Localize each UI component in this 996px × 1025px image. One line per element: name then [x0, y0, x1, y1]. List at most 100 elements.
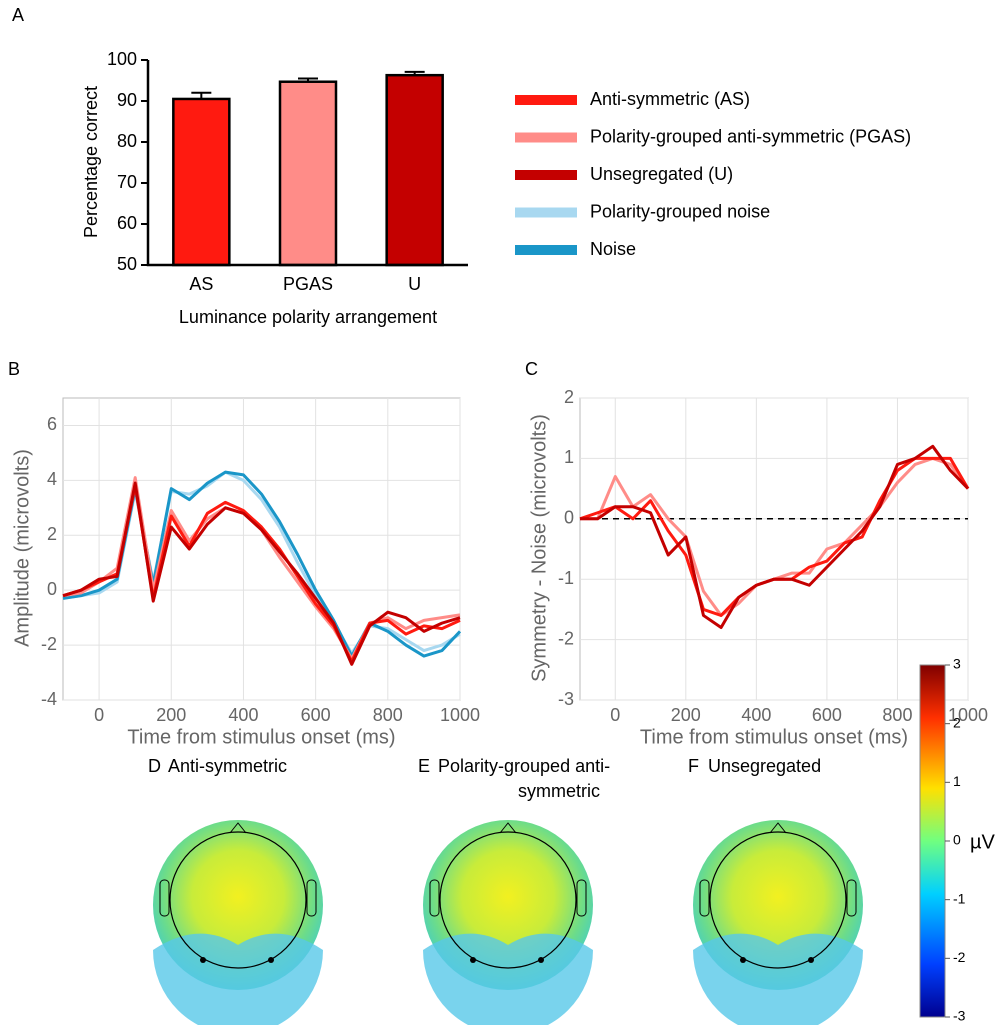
- legend-swatch: [515, 132, 577, 143]
- panel-letter: B: [8, 359, 20, 379]
- y-tick-label: 1: [564, 447, 574, 467]
- ear: [699, 879, 710, 917]
- y-tick-label: -3: [558, 689, 574, 709]
- x-axis-label: Time from stimulus onset (ms): [640, 726, 908, 748]
- x-tick-label: 800: [373, 705, 403, 725]
- y-tick-label: -2: [41, 634, 57, 654]
- ear: [846, 879, 857, 917]
- x-tick-label: 0: [94, 705, 104, 725]
- electrode: [200, 957, 206, 963]
- y-tick-label: 60: [117, 213, 137, 233]
- head: [169, 831, 307, 969]
- series-line: [62, 481, 461, 666]
- bar: [385, 73, 444, 267]
- plot-area: [62, 397, 461, 701]
- x-tick-label: 200: [671, 705, 701, 725]
- legend-swatch: [515, 207, 577, 218]
- y-tick-label: 0: [564, 508, 574, 528]
- legend-label: Polarity-grouped anti-symmetric (PGAS): [590, 126, 911, 146]
- map-title: Polarity-grouped anti-: [438, 756, 610, 776]
- bar: [278, 80, 338, 267]
- x-tick-label: 400: [228, 705, 258, 725]
- panel-letter: C: [525, 359, 538, 379]
- electrode: [740, 957, 746, 963]
- head: [439, 831, 577, 969]
- electrode: [538, 957, 544, 963]
- map-letter: D: [148, 756, 161, 776]
- x-tick-label: 200: [156, 705, 186, 725]
- colorbar-tick-label: 1: [953, 773, 961, 789]
- electrode: [470, 957, 476, 963]
- x-tick-label: AS: [189, 274, 213, 294]
- legend-swatch: [515, 170, 577, 180]
- error-bar: [404, 70, 425, 76]
- y-tick-label: 4: [47, 469, 57, 489]
- map-title: symmetric: [518, 781, 600, 801]
- y-tick-label: 90: [117, 90, 137, 110]
- colorbar-tick-label: 2: [953, 714, 961, 730]
- topomap-lower: [423, 933, 593, 1025]
- y-tick-label: 6: [47, 414, 57, 434]
- legend-swatch: [515, 95, 577, 105]
- colorbar-tick-label: -2: [953, 949, 966, 965]
- series-line: [580, 444, 970, 630]
- colorbar-tick-label: 0: [953, 832, 961, 848]
- bar: [172, 97, 231, 267]
- x-tick-label: 1000: [948, 705, 988, 725]
- ear: [429, 879, 440, 917]
- error-bar: [191, 91, 212, 99]
- nose: [769, 822, 787, 834]
- y-tick-label: 2: [47, 524, 57, 544]
- y-tick-label: 70: [117, 172, 137, 192]
- electrode: [268, 957, 274, 963]
- colorbar-label: µV: [970, 831, 996, 853]
- head: [709, 831, 847, 969]
- x-tick-label: 1000: [440, 705, 480, 725]
- topomap-lower: [153, 933, 323, 1025]
- x-axis-label: Time from stimulus onset (ms): [127, 726, 395, 748]
- map-title: Anti-symmetric: [168, 756, 287, 776]
- colorbar-tick-label: -1: [953, 890, 966, 906]
- panel-letter: A: [12, 5, 24, 25]
- colorbar-tick-label: 3: [953, 656, 961, 672]
- nose: [229, 822, 247, 834]
- x-tick-label: 800: [882, 705, 912, 725]
- legend-label: Polarity-grouped noise: [590, 201, 770, 221]
- x-tick-label: 0: [610, 705, 620, 725]
- axes: [146, 60, 468, 267]
- y-tick-label: 2: [564, 387, 574, 407]
- y-axis-label: Percentage correct: [81, 86, 101, 238]
- y-tick-label: 0: [47, 579, 57, 599]
- map-letter: F: [688, 756, 699, 776]
- map-title: Unsegregated: [708, 756, 821, 776]
- ear: [576, 879, 587, 917]
- legend-label: Anti-symmetric (AS): [590, 89, 750, 109]
- y-tick-label: -2: [558, 628, 574, 648]
- x-tick-label: 600: [812, 705, 842, 725]
- legend-swatch: [515, 245, 577, 255]
- x-tick-label: PGAS: [283, 274, 333, 294]
- x-axis-label: Luminance polarity arrangement: [179, 307, 437, 327]
- y-tick-label: 80: [117, 131, 137, 151]
- legend-label: Noise: [590, 239, 636, 259]
- colorbar: [919, 664, 946, 1018]
- legend-label: Unsegregated (U): [590, 164, 733, 184]
- nose: [499, 822, 517, 834]
- y-tick-label: 50: [117, 254, 137, 274]
- electrode: [808, 957, 814, 963]
- topomap-lower: [693, 933, 863, 1025]
- ear: [159, 879, 170, 917]
- y-tick-label: -4: [41, 689, 57, 709]
- error-bar: [298, 77, 318, 82]
- map-letter: E: [418, 756, 430, 776]
- ear: [306, 879, 317, 917]
- y-axis-label: Amplitude (microvolts): [11, 449, 33, 647]
- colorbar-tick-label: -3: [953, 1008, 966, 1024]
- x-tick-label: U: [408, 274, 421, 294]
- y-tick-label: 100: [107, 49, 137, 69]
- x-tick-label: 400: [741, 705, 771, 725]
- x-tick-label: 600: [301, 705, 331, 725]
- plot-area: [579, 397, 969, 701]
- y-axis-label: Symmetry - Noise (microvolts): [528, 414, 550, 682]
